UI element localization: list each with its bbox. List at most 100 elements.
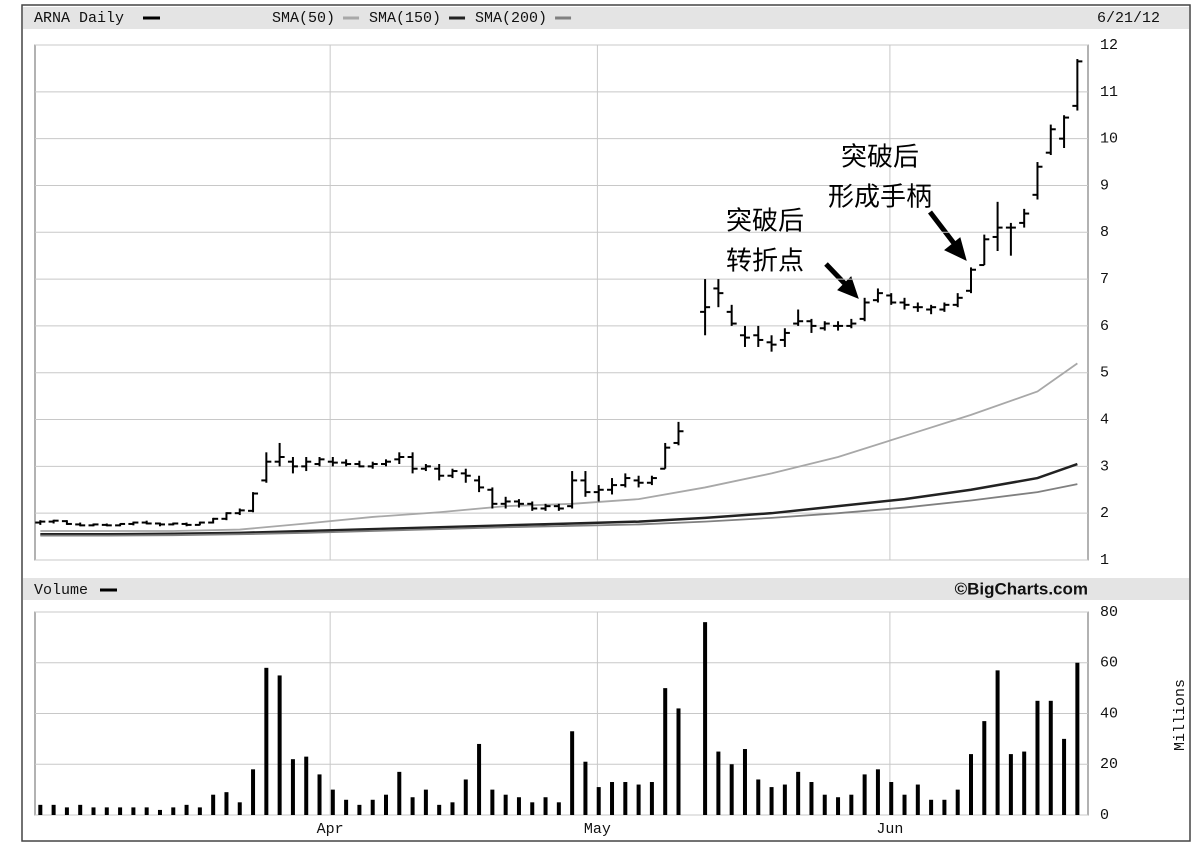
volume-bar xyxy=(384,794,388,815)
volume-bar xyxy=(703,622,708,815)
y-tick-label: 2 xyxy=(1100,505,1109,522)
legend-label: SMA(150) xyxy=(369,10,441,27)
price-plot xyxy=(34,44,1089,561)
volume-bar xyxy=(663,688,668,815)
volume-bar xyxy=(862,774,867,815)
volume-bar xyxy=(157,809,162,815)
volume-bar xyxy=(836,797,841,815)
volume-bar xyxy=(344,799,349,815)
header-band xyxy=(23,7,1189,29)
volume-bar xyxy=(1008,754,1013,815)
chart-date: 6/21/12 xyxy=(1097,10,1160,27)
volume-bar xyxy=(809,782,814,815)
volume-bar xyxy=(131,807,136,815)
y-tick-label: 0 xyxy=(1100,807,1109,824)
volume-bar xyxy=(769,787,774,815)
y-axis-label: Millions xyxy=(1172,679,1189,751)
volume-bar xyxy=(995,670,1000,815)
volume-bar xyxy=(1062,738,1067,815)
y-tick-label: 10 xyxy=(1100,131,1118,148)
volume-bar xyxy=(1048,700,1053,815)
volume-bar xyxy=(915,784,920,815)
y-tick-label: 40 xyxy=(1100,705,1118,722)
y-tick-label: 8 xyxy=(1100,224,1109,241)
volume-bar xyxy=(756,779,761,815)
volume-bar xyxy=(144,807,149,815)
annotation: 转折点 xyxy=(726,247,804,277)
arrow xyxy=(928,210,958,248)
volume-bar xyxy=(450,802,455,815)
volume-bar xyxy=(211,794,216,815)
sma-line xyxy=(40,462,1078,536)
volume-bar xyxy=(543,797,548,815)
volume-bar xyxy=(676,708,681,815)
y-tick-label: 9 xyxy=(1100,177,1109,194)
volume-bar xyxy=(317,774,322,815)
volume-bar xyxy=(490,789,495,815)
volume-bar xyxy=(423,789,428,815)
volume-bar xyxy=(91,807,96,815)
volume-bar xyxy=(477,743,482,815)
y-tick-label: 5 xyxy=(1100,365,1109,382)
y-tick-label: 1 xyxy=(1100,552,1109,569)
volume-bar xyxy=(224,792,229,815)
volume-bar xyxy=(982,721,987,815)
volume-bar xyxy=(955,789,960,815)
volume-bar xyxy=(782,784,787,815)
volume-bar xyxy=(796,771,801,815)
annotation: 突破后 xyxy=(726,207,804,237)
y-tick-label: 80 xyxy=(1100,604,1118,621)
arrows xyxy=(824,210,967,299)
volume-bar xyxy=(889,782,894,815)
volume-bar xyxy=(304,756,309,815)
volume-bar xyxy=(1035,700,1040,815)
y-tick-label: 20 xyxy=(1100,756,1118,773)
sma-line xyxy=(40,483,1078,537)
annotation: 突破后 xyxy=(841,143,919,173)
volume-bar xyxy=(290,759,295,815)
volume-bar xyxy=(1075,662,1080,815)
volume-bar xyxy=(251,769,256,815)
volume-bar xyxy=(1022,751,1027,815)
volume-bar xyxy=(237,802,242,815)
y-tick-label: 4 xyxy=(1100,412,1109,429)
volume-bar xyxy=(463,779,468,815)
volume-bar xyxy=(929,799,934,815)
volume-bar xyxy=(716,751,721,815)
volume-bar xyxy=(397,771,402,815)
y-tick-label: 60 xyxy=(1100,655,1118,672)
volume-bar xyxy=(370,799,375,815)
chart-title: ARNA Daily xyxy=(34,10,124,27)
legend-label: SMA(200) xyxy=(475,10,547,27)
volume-bar xyxy=(437,804,442,815)
y-tick-label: 12 xyxy=(1100,37,1118,54)
volume-bar xyxy=(570,731,575,815)
volume-bar xyxy=(516,797,521,815)
x-tick-label: Apr xyxy=(317,821,344,838)
y-tick-label: 6 xyxy=(1100,318,1109,335)
volume-bar xyxy=(118,807,123,815)
volume-bar xyxy=(875,769,880,815)
arrow-head xyxy=(944,237,967,261)
volume-bar xyxy=(330,789,335,815)
x-tick-label: May xyxy=(584,821,611,838)
volume-bar xyxy=(610,782,615,815)
volume-bar xyxy=(623,782,628,815)
volume-bar xyxy=(78,804,83,815)
volume-bar xyxy=(530,802,535,815)
legend-label: SMA(50) xyxy=(272,10,335,27)
x-tick-label: Jun xyxy=(876,821,903,838)
volume-bar xyxy=(64,807,69,815)
y-tick-label: 11 xyxy=(1100,84,1118,101)
volume-bar xyxy=(822,794,827,815)
volume-bar xyxy=(184,804,189,815)
volume-band xyxy=(23,578,1189,600)
volume-bar xyxy=(197,807,202,815)
volume-bar xyxy=(729,764,734,815)
volume-bar xyxy=(742,749,747,815)
volume-bar xyxy=(636,784,641,815)
annotation: 形成手柄 xyxy=(828,183,932,213)
volume-bar xyxy=(357,804,362,815)
